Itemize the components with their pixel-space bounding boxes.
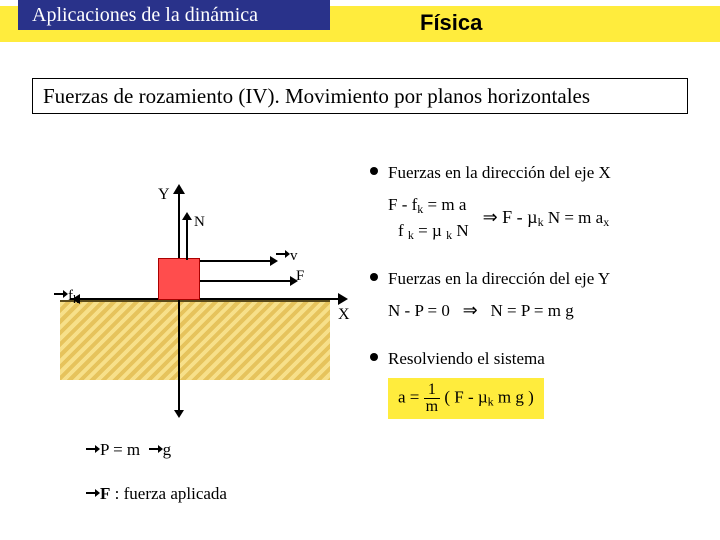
bullet-icon [370,273,378,281]
vec-arrow-icon [86,445,100,453]
result-highlight: a = 1m ( F - µk m g ) [388,378,544,419]
ground [60,300,330,380]
section-y-heading: Fuerzas en la dirección del eje Y [388,266,610,292]
section-x-heading: Fuerzas en la dirección del eje X [388,160,611,186]
section-y: Fuerzas en la dirección del eje Y [370,266,710,292]
axis-x-label: X [338,306,350,324]
vector-fk [80,298,158,300]
vector-N-label: N [194,214,205,231]
axis-y-label: Y [158,186,170,204]
vec-arrow-icon [86,489,100,497]
section-solve-heading: Resolviendo el sistema [388,346,545,372]
eq-solve-line: a = 1m ( F - µk m g ) [388,378,710,419]
vector-fk-label: fk [54,288,79,307]
equations-panel: Fuerzas en la dirección del eje X F - fk… [370,150,710,425]
header-right: Física [420,10,482,36]
section-x: Fuerzas en la dirección del eje X [370,160,710,186]
vector-v [200,260,270,262]
bullet-icon [370,167,378,175]
vec-arrow-icon [149,445,163,453]
vector-P [178,300,180,410]
eq-x-lines: F - fk = m a f k = µ k N ⇒ F - µk N = m … [388,192,710,244]
free-body-diagram: Y X v N F fk [60,180,360,420]
header-left: Aplicaciones de la dinámica [18,0,330,30]
eq-y-line: N - P = 0 ⇒ N = P = m g [388,297,710,324]
vector-F-label: F [296,268,304,285]
vec-arrow-icon [276,250,290,258]
slide-title: Fuerzas de rozamiento (IV). Movimiento p… [32,78,688,114]
axis-x-arrowhead [338,293,348,305]
axis-y-arrowhead [173,184,185,194]
vec-arrow-icon [54,290,68,298]
vector-v-label: v [276,248,298,265]
section-solve: Resolviendo el sistema [370,346,710,372]
block [158,258,200,300]
vector-F [200,280,290,282]
physics-slide: Aplicaciones de la dinámica Física Fuerz… [0,0,720,540]
eq-x-result: ⇒ F - µk N = m ax [483,204,610,231]
bullet-icon [370,353,378,361]
applied-force-note: F : fuerza aplicada [86,484,227,504]
weight-equation: P = m g [86,440,171,460]
vector-N [186,220,188,260]
